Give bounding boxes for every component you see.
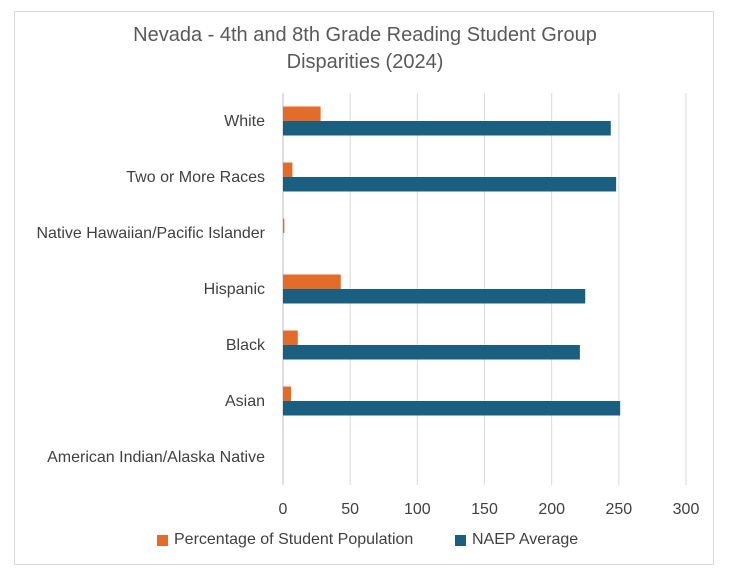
x-tick-label: 300 <box>673 501 700 518</box>
category-label: American Indian/Alaska Native <box>47 449 265 466</box>
bar-naep <box>283 177 617 192</box>
bar-naep <box>283 121 611 136</box>
bar-population <box>283 330 298 345</box>
chart-frame <box>14 11 714 565</box>
bars <box>283 106 621 416</box>
chart-title: Nevada - 4th and 8th Grade Reading Stude… <box>0 22 730 76</box>
bar-population <box>283 386 292 401</box>
x-tick-label: 0 <box>279 501 288 518</box>
chart-title-line-2: Disparities (2024) <box>286 51 444 73</box>
chart-title-line-1: Nevada - 4th and 8th Grade Reading Stude… <box>133 24 597 46</box>
bar-naep <box>283 289 586 304</box>
x-tick-label: 50 <box>341 501 359 518</box>
category-labels: American Indian/Alaska Native Asian Black H… <box>36 113 266 466</box>
bar-population <box>283 162 293 177</box>
category-label: Two or More Races <box>126 169 265 186</box>
bar-population <box>283 274 341 289</box>
x-tick-label: 150 <box>471 501 498 518</box>
bar-population <box>283 106 321 121</box>
legend-swatch-population <box>157 534 168 546</box>
x-tick-label: 200 <box>538 501 565 518</box>
category-label: Native Hawaiian/Pacific Islander <box>36 225 265 242</box>
category-label: Asian <box>225 393 265 410</box>
legend-item-population: Percentage of Student Population <box>157 531 413 549</box>
bar-naep <box>283 401 621 416</box>
legend: Percentage of Student Population NAEP Av… <box>0 531 730 553</box>
category-label: White <box>224 113 265 130</box>
bar-naep <box>283 345 580 360</box>
x-tick-label: 100 <box>404 501 431 518</box>
legend-item-naep: NAEP Average <box>455 531 578 549</box>
x-tick-labels: 0 50 100 150 200 250 300 <box>279 501 700 518</box>
legend-label-naep: NAEP Average <box>472 531 579 548</box>
legend-label-population: Percentage of Student Population <box>174 531 414 548</box>
bar-population <box>283 218 285 233</box>
category-label: Black <box>226 337 266 354</box>
category-label: Hispanic <box>204 281 265 298</box>
x-tick-label: 250 <box>605 501 632 518</box>
legend-swatch-naep <box>455 534 466 546</box>
